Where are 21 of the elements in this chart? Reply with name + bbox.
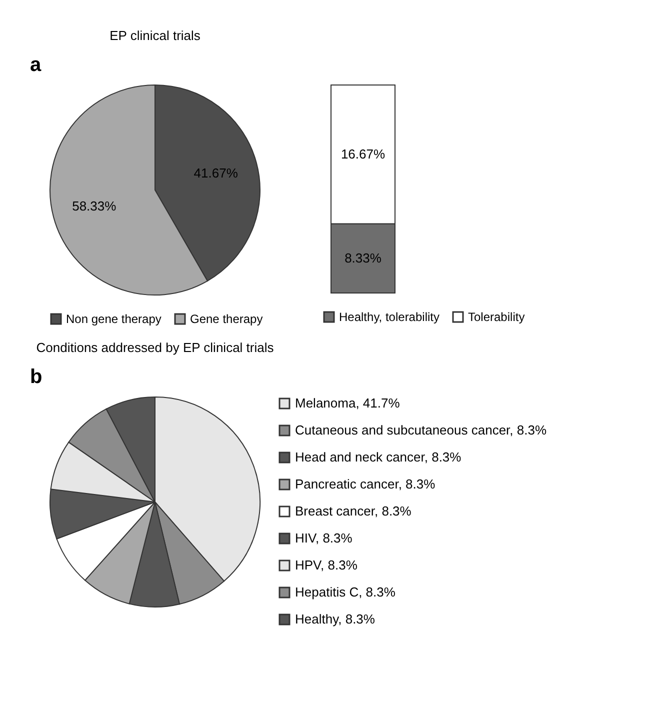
legend-label: HPV, 8.3% [295,558,358,572]
chart-title: EP clinical trials [110,28,201,43]
legend-label: Breast cancer, 8.3% [295,504,412,518]
legend-label: Gene therapy [190,312,263,326]
legend-label: Healthy, tolerability [339,310,440,324]
legend-label: Cutaneous and subcutaneous cancer, 8.3% [295,422,547,438]
data-label: 16.67% [340,146,386,162]
legend-label: Head and neck cancer, 8.3% [295,450,462,464]
text: b [30,366,42,388]
data-label: 41.67% [194,166,238,181]
legend-label: Non gene therapy [66,312,162,326]
chart-title: Conditions addressed by EP clinical trials [36,340,274,355]
legend-label: Pancreatic cancer, 8.3% [295,476,436,492]
legend-label: Melanoma, 41.7% [295,396,400,410]
data-label: 58.33% [72,198,117,214]
legend-label: HIV, 8.3% [295,530,353,546]
text: a [30,54,42,76]
legend-label: Hepatitis C, 8.3% [295,584,396,600]
legend-label: Healthy, 8.3% [295,612,376,626]
data-label: 8.33% [344,250,382,266]
legend-label: Tolerability [468,310,525,324]
